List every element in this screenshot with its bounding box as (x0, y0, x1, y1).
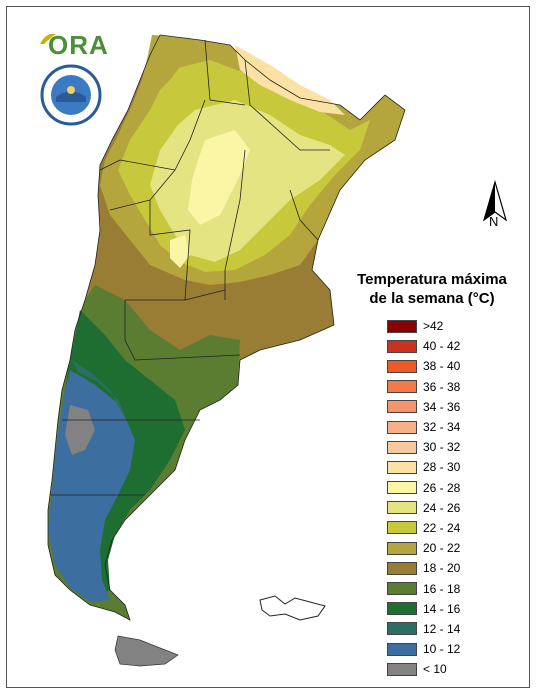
region-26-28 (188, 130, 250, 225)
legend-swatch (387, 440, 417, 454)
legend-label: >42 (423, 319, 444, 334)
region-12-14 (72, 360, 125, 420)
legend: Temperatura máxima de la semana (°C) >42… (337, 270, 527, 679)
legend-swatch (387, 460, 417, 474)
legend-label: 22 - 24 (423, 520, 461, 535)
legend-swatch (387, 541, 417, 555)
malvinas-islands (259, 595, 326, 621)
legend-label: 26 - 28 (423, 480, 461, 495)
legend-label: 14 - 16 (423, 601, 461, 616)
smn-emblem-icon (40, 64, 102, 126)
legend-label: < 10 (423, 662, 447, 677)
legend-item: 18 - 20 (337, 558, 527, 578)
ora-logo: ORA (48, 30, 109, 60)
region-tierra-del-fuego (114, 635, 179, 667)
legend-label: 10 - 12 (423, 642, 461, 657)
legend-label: 32 - 34 (423, 420, 461, 435)
legend-swatch (387, 662, 417, 676)
legend-swatch (387, 400, 417, 414)
legend-label: 28 - 30 (423, 460, 461, 475)
legend-rows: >42 40 - 42 38 - 40 36 - 38 34 - 36 32 - 34 30… (337, 316, 527, 679)
legend-label: 34 - 36 (423, 399, 461, 414)
legend-item: 36 - 38 (337, 377, 527, 397)
region-28-30 (235, 45, 345, 115)
legend-swatch (387, 561, 417, 575)
legend-label: 30 - 32 (423, 440, 461, 455)
region-26-28-b (170, 235, 190, 268)
legend-item: 34 - 36 (337, 397, 527, 417)
legend-label: 20 - 22 (423, 541, 461, 556)
legend-label: 36 - 38 (423, 379, 461, 394)
north-arrow-icon (482, 179, 508, 222)
legend-title: Temperatura máxima de la semana (°C) (337, 270, 527, 308)
legend-item: 12 - 14 (337, 619, 527, 639)
legend-item: 40 - 42 (337, 336, 527, 356)
region-20-22-nw (142, 35, 190, 95)
legend-title-line1: Temperatura máxima (357, 271, 507, 288)
legend-item: 38 - 40 (337, 356, 527, 376)
legend-swatch (387, 380, 417, 394)
legend-item: 24 - 26 (337, 498, 527, 518)
legend-item: 28 - 30 (337, 457, 527, 477)
legend-item: 22 - 24 (337, 518, 527, 538)
legend-title-line2: de la semana (°C) (369, 290, 495, 307)
legend-swatch (387, 582, 417, 596)
legend-swatch (387, 339, 417, 353)
legend-swatch (387, 622, 417, 636)
north-arrow-label: N (489, 214, 499, 229)
legend-item: >42 (337, 316, 527, 336)
region-under-10 (65, 405, 95, 455)
legend-label: 24 - 26 (423, 500, 461, 515)
legend-swatch (387, 420, 417, 434)
legend-item: 26 - 28 (337, 478, 527, 498)
legend-item: < 10 (337, 659, 527, 679)
legend-item: 10 - 12 (337, 639, 527, 659)
legend-swatch (387, 501, 417, 515)
legend-item: 16 - 18 (337, 578, 527, 598)
legend-swatch (387, 642, 417, 656)
legend-swatch (387, 481, 417, 495)
legend-item: 14 - 16 (337, 599, 527, 619)
legend-item: 20 - 22 (337, 538, 527, 558)
legend-item: 30 - 32 (337, 437, 527, 457)
legend-item: 32 - 34 (337, 417, 527, 437)
legend-swatch (387, 319, 417, 333)
legend-swatch (387, 359, 417, 373)
legend-swatch (387, 521, 417, 535)
legend-swatch (387, 602, 417, 616)
ora-leaf-icon (40, 33, 56, 44)
legend-label: 18 - 20 (423, 561, 461, 576)
province-borders (47, 34, 406, 621)
legend-label: 16 - 18 (423, 581, 461, 596)
legend-label: 38 - 40 (423, 359, 461, 374)
legend-label: 40 - 42 (423, 339, 461, 354)
legend-label: 12 - 14 (423, 621, 461, 636)
